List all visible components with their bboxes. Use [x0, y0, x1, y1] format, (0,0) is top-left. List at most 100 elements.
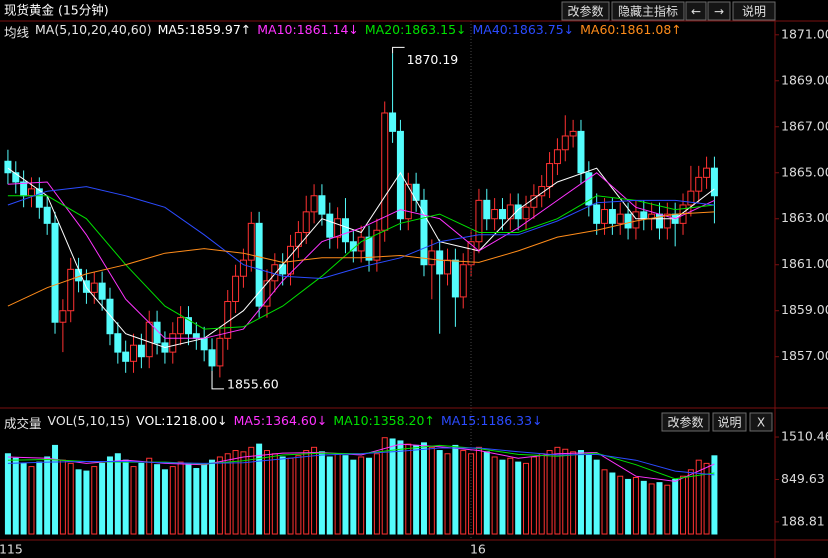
button[interactable]: 说明 [712, 412, 747, 432]
candle-body [232, 275, 240, 303]
volume-bar [59, 459, 66, 535]
volume-bar [263, 450, 270, 535]
ma-line [7, 447, 715, 476]
volume-bar [240, 451, 247, 535]
candle-body [491, 209, 499, 220]
volume-bar [334, 453, 341, 535]
button-frame[interactable] [611, 1, 685, 21]
button-label[interactable]: 说明 [717, 415, 741, 430]
volume-legend: 成交量 VOL(5,10,15) VOL:1218.00↓ MA5:1364.6… [4, 413, 543, 432]
chart-title: 现货黄金 (15分钟) [4, 3, 109, 18]
volume-bar [523, 462, 530, 535]
button[interactable]: 改参数 [661, 412, 710, 432]
candle-body [35, 188, 43, 208]
volume-bar [161, 469, 168, 535]
legend-entry: MA10:1358.20↑ [333, 413, 435, 428]
candle-body [153, 321, 161, 344]
candle-body [663, 213, 671, 229]
candle-body [130, 344, 138, 362]
button-label[interactable]: → [714, 5, 724, 19]
volume-bar [570, 451, 577, 535]
x-tick-label: 16 [470, 542, 486, 557]
volume-bar [397, 440, 404, 535]
volume-bar [389, 438, 396, 535]
volume-bar [703, 462, 710, 535]
volume-bar [609, 472, 616, 535]
annotation: 1855.60 [227, 376, 279, 391]
volume-bar [444, 453, 451, 535]
button-frame[interactable] [661, 412, 710, 432]
volume-bar [75, 469, 82, 535]
button[interactable]: ← [685, 1, 707, 21]
volume-bar [146, 457, 153, 535]
y-tick-label: 1859.00 [781, 302, 828, 317]
y-tick-label: 849.63 [781, 471, 825, 486]
candle-body [169, 333, 177, 353]
legend-entry: MA20:1863.15↓ [364, 22, 467, 37]
button-label[interactable]: ← [691, 5, 701, 19]
candle-body [192, 333, 200, 339]
candle-body [122, 351, 130, 362]
volume-bar [44, 456, 51, 535]
volume-bar [428, 446, 435, 535]
button-label[interactable]: 隐藏主指标 [618, 4, 678, 19]
annotation-line [392, 46, 405, 54]
button-frame[interactable] [732, 1, 776, 21]
candle-body [145, 321, 153, 358]
volume-bar [632, 477, 639, 535]
volume-bar [52, 444, 59, 535]
candle-body [601, 209, 609, 224]
button-label[interactable]: X [757, 416, 765, 430]
candle-body [530, 195, 538, 208]
y-tick-label: 1867.00 [781, 118, 828, 133]
candle-body [396, 130, 404, 220]
volume-bar [224, 453, 231, 535]
candle-body [334, 218, 342, 238]
button[interactable]: 隐藏主指标 [611, 1, 685, 21]
button-frame[interactable] [712, 412, 747, 432]
button-frame[interactable] [749, 412, 773, 432]
button-label[interactable]: 改参数 [667, 415, 703, 430]
candle-body [318, 195, 326, 215]
button[interactable]: → [707, 1, 731, 21]
candle-body [569, 130, 577, 137]
button-label[interactable]: 说明 [742, 4, 766, 19]
volume-bar [318, 451, 325, 535]
volume-bar [303, 450, 310, 535]
candle-body [177, 317, 185, 335]
ma-line [7, 167, 715, 349]
candle-body [498, 209, 506, 220]
volume-bar [515, 461, 522, 535]
candle-body [27, 188, 35, 197]
volume-bar [381, 437, 388, 535]
candle-body [67, 268, 75, 312]
volume-bar [193, 468, 200, 535]
button-label[interactable]: 改参数 [567, 4, 603, 19]
candle-body [710, 167, 718, 197]
volume-bar [138, 462, 145, 535]
volume-bar [177, 461, 184, 535]
volume-bar [36, 461, 43, 535]
button-frame[interactable] [685, 1, 707, 21]
button[interactable]: 改参数 [561, 1, 610, 21]
candle-body [506, 204, 514, 220]
y-tick-label: 1865.00 [781, 164, 828, 179]
volume-bar [530, 456, 537, 535]
candle-body [114, 333, 122, 353]
button-frame[interactable] [561, 1, 610, 21]
volume-bar [256, 443, 263, 535]
volume-bar [413, 444, 420, 535]
candle-body [98, 282, 106, 300]
button[interactable]: X [749, 412, 773, 432]
candle-body [341, 218, 349, 243]
button-frame[interactable] [707, 1, 731, 21]
candle-body [381, 112, 389, 231]
volume-bar [169, 466, 176, 535]
legend-params: MA(5,10,20,40,60) [35, 22, 152, 37]
candle-body [420, 199, 428, 266]
volume-bar [711, 455, 718, 535]
button[interactable]: 说明 [732, 1, 776, 21]
volume-bar [358, 456, 365, 535]
volume-bar [420, 442, 427, 535]
